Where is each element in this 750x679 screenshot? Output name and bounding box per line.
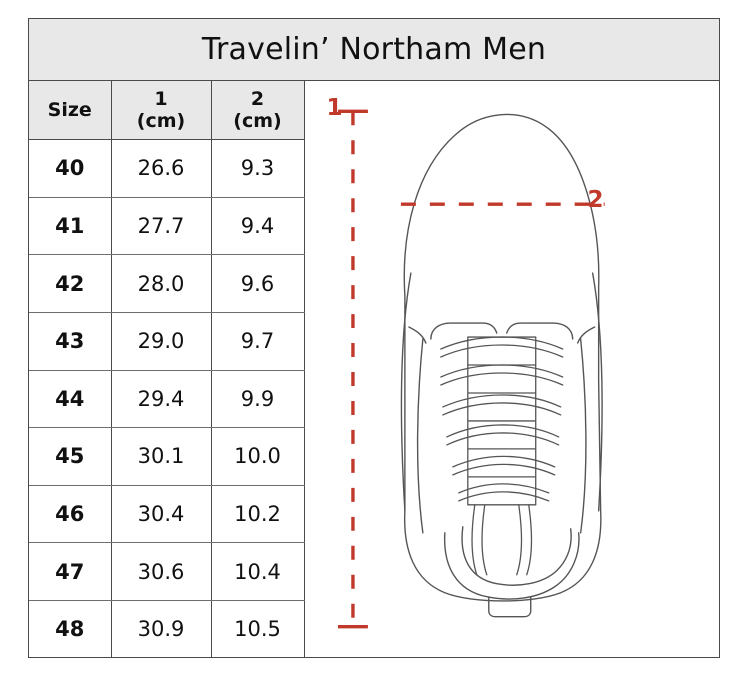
table-row: 41 27.7 9.4 (29, 197, 305, 256)
shoe-diagram-panel: 1 2 (304, 81, 719, 657)
size-table: Size 1 (cm) 2 (cm) 40 26.6 9.3 (29, 81, 305, 657)
shoe-laces (439, 336, 563, 576)
column-header-size-label: Size (47, 98, 92, 121)
table-row: 46 30.4 10.2 (29, 485, 305, 544)
page-title: Travelin’ Northam Men (201, 32, 547, 67)
cell-measure-2: 9.9 (211, 370, 305, 429)
table-row: 44 29.4 9.9 (29, 370, 305, 429)
chart-body: Size 1 (cm) 2 (cm) 40 26.6 9.3 (29, 81, 719, 657)
table-row: 40 26.6 9.3 (29, 139, 305, 198)
cell-measure-1: 27.7 (111, 197, 212, 256)
column-header-measure-1-unit: (cm) (136, 110, 186, 132)
column-header-measure-2: 2 (cm) (211, 81, 305, 140)
column-header-measure-1: 1 (cm) (111, 81, 212, 140)
table-header-row: Size 1 (cm) 2 (cm) (29, 81, 305, 140)
cell-measure-2: 10.4 (211, 542, 305, 601)
shoe-heel-tab (487, 596, 531, 618)
cell-measure-2: 9.7 (211, 312, 305, 371)
cell-measure-2: 10.5 (211, 600, 305, 657)
column-header-size: Size (29, 81, 112, 140)
cell-size: 42 (29, 254, 112, 313)
table-row: 47 30.6 10.4 (29, 542, 305, 601)
cell-measure-1: 30.6 (111, 542, 212, 601)
table-row: 45 30.1 10.0 (29, 427, 305, 486)
cell-size: 48 (29, 600, 112, 657)
cell-measure-1: 28.0 (111, 254, 212, 313)
cell-size: 46 (29, 485, 112, 544)
cell-size: 41 (29, 197, 112, 256)
chart-title-row: Travelin’ Northam Men (29, 19, 719, 81)
cell-measure-2: 10.0 (211, 427, 305, 486)
table-row: 48 30.9 10.5 (29, 600, 305, 657)
column-header-measure-2-unit: (cm) (233, 110, 282, 132)
cell-size: 44 (29, 370, 112, 429)
shoe-heel-cup (443, 526, 580, 600)
cell-measure-1: 29.0 (111, 312, 212, 371)
table-row: 42 28.0 9.6 (29, 254, 305, 313)
cell-measure-1: 29.4 (111, 370, 212, 429)
cell-size: 47 (29, 542, 112, 601)
measurement-label-2: 2 (587, 187, 604, 213)
shoe-tongue (466, 336, 536, 506)
size-chart-frame: Travelin’ Northam Men Size 1 (cm) 2 (28, 18, 720, 658)
column-header-measure-2-label: 2 (250, 87, 265, 110)
shoe-top-view-icon (337, 109, 605, 629)
length-measurement-line (337, 109, 368, 629)
cell-size: 45 (29, 427, 112, 486)
column-header-measure-1-label: 1 (154, 87, 168, 110)
cell-measure-1: 30.9 (111, 600, 212, 657)
table-row: 43 29.0 9.7 (29, 312, 305, 371)
cell-measure-2: 9.4 (211, 197, 305, 256)
measurement-label-1: 1 (326, 95, 343, 121)
cell-measure-1: 26.6 (111, 139, 212, 198)
cell-measure-1: 30.4 (111, 485, 212, 544)
cell-size: 40 (29, 139, 112, 198)
shoe-collar (429, 322, 573, 340)
shoe-outline (400, 113, 603, 602)
cell-measure-2: 10.2 (211, 485, 305, 544)
cell-measure-1: 30.1 (111, 427, 212, 486)
cell-measure-2: 9.3 (211, 139, 305, 198)
cell-size: 43 (29, 312, 112, 371)
cell-measure-2: 9.6 (211, 254, 305, 313)
